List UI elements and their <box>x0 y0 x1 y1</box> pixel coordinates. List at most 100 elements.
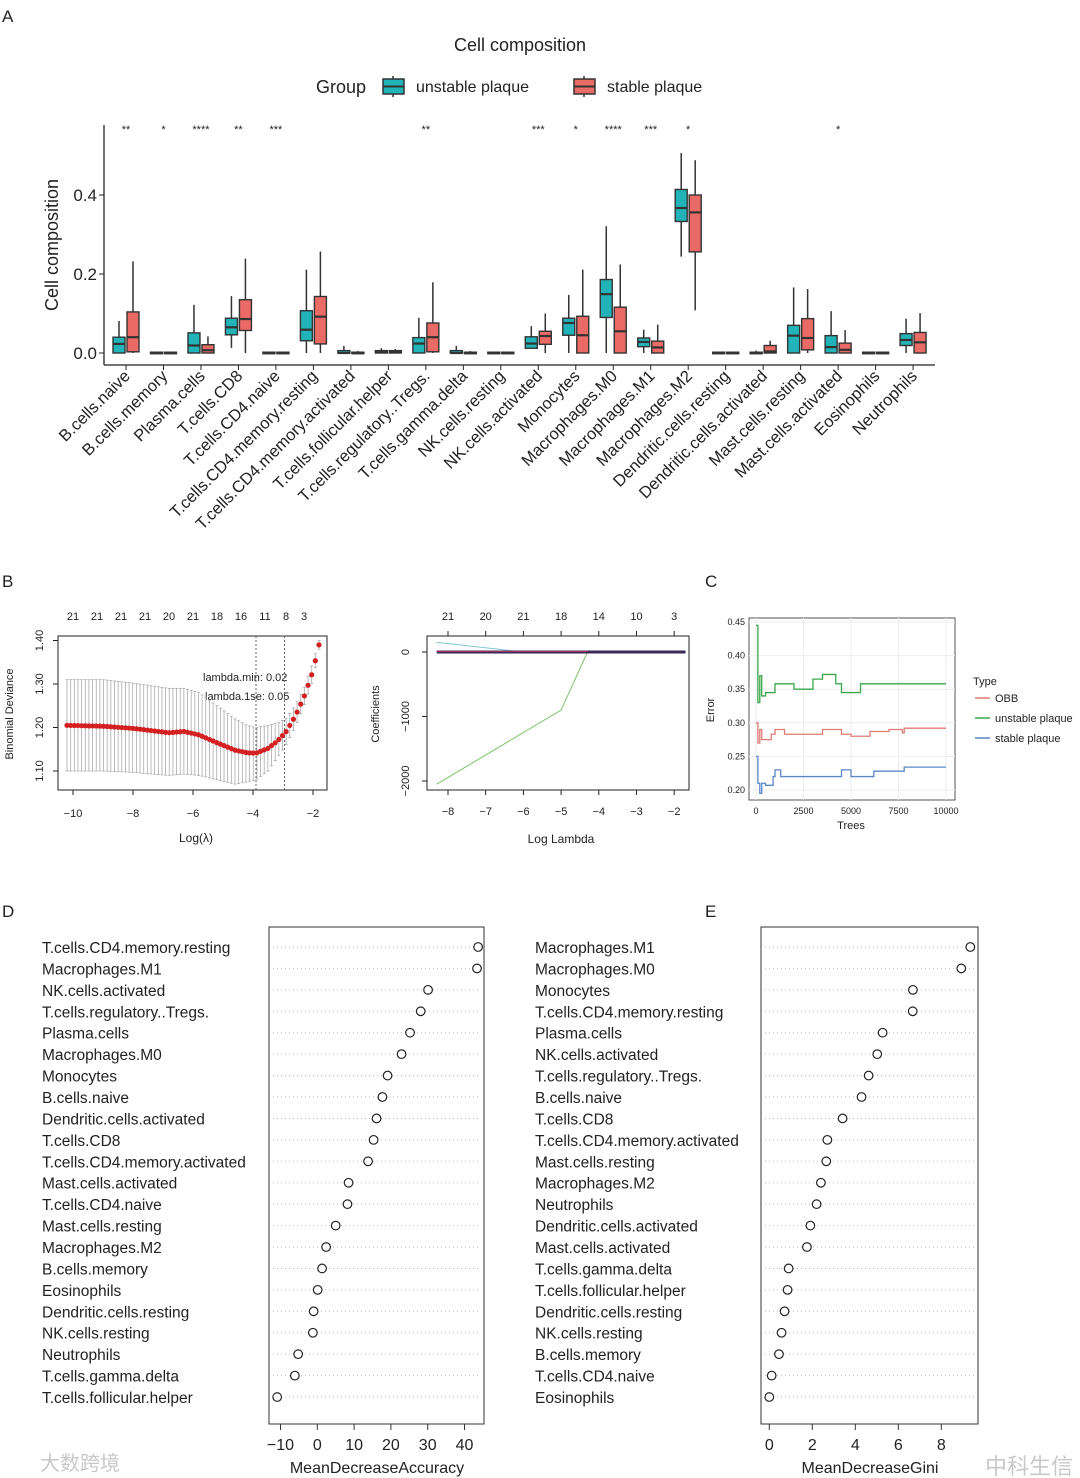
accuracy-label: Macrophages.M1 <box>42 961 162 978</box>
gini-label: Mast.cells.resting <box>535 1154 655 1171</box>
gini-label: Dendritic.cells.resting <box>535 1304 682 1321</box>
top-tick-label: 21 <box>115 611 127 623</box>
panel-d-xlabel: MeanDecreaseAccuracy <box>290 1460 464 1477</box>
panel-c-ylabel: Error <box>705 697 717 722</box>
deviance-point <box>298 701 304 707</box>
deviance-point <box>279 732 286 739</box>
top-tick-label: 18 <box>211 611 223 623</box>
deviance-point <box>64 722 70 728</box>
deviance-point <box>294 709 300 715</box>
significance-label: *** <box>269 124 283 136</box>
panel-b-left-xlabel: Log(λ) <box>179 831 213 845</box>
top-tick-label: 21 <box>67 611 79 623</box>
significance-label: ** <box>234 124 243 136</box>
gini-label: NK.cells.activated <box>535 1047 658 1064</box>
gini-point <box>764 1392 775 1402</box>
accuracy-label: T.cells.regulatory..Tregs. <box>42 1004 209 1021</box>
significance-label: **** <box>192 124 210 136</box>
accuracy-point <box>342 1199 353 1210</box>
panel-c-legend-title: Type <box>973 676 997 688</box>
top-tick-label: 11 <box>259 611 270 623</box>
panel-a-title: Cell composition <box>454 35 586 55</box>
x-tick-label: −5 <box>555 806 568 818</box>
box-stable <box>238 298 253 332</box>
deviance-point <box>268 743 275 749</box>
gini-label: Neutrophils <box>535 1197 614 1214</box>
panel-b-left-ylabel: Binomial Deviance <box>4 668 16 759</box>
gini-point <box>856 1092 867 1102</box>
accuracy-point <box>423 984 433 995</box>
x-tick-label: −10 <box>64 808 83 820</box>
deviance-point <box>89 723 96 729</box>
gini-label: Macrophages.M2 <box>535 1176 655 1193</box>
top-tick-label: 3 <box>671 611 677 623</box>
lambda-min-annotation: lambda.min: 0.02 <box>203 672 287 684</box>
top-tick-label: 21 <box>517 611 529 623</box>
accuracy-label: T.cells.gamma.delta <box>42 1369 179 1386</box>
gini-point <box>821 1156 832 1167</box>
y-tick-label: 1.30 <box>34 673 46 694</box>
gini-point <box>877 1027 888 1038</box>
deviance-point <box>86 723 92 729</box>
gini-point <box>805 1220 816 1231</box>
x-tick-label: −6 <box>187 808 200 820</box>
gini-point <box>908 984 918 995</box>
box-unstable <box>674 188 688 223</box>
error-line-unstable <box>756 624 946 704</box>
accuracy-label: Dendritic.cells.activated <box>42 1111 205 1128</box>
legend-label-stable: stable plaque <box>607 79 702 96</box>
top-tick-label: 18 <box>555 611 567 623</box>
top-tick-label: 21 <box>139 611 151 623</box>
gini-label: B.cells.naive <box>535 1090 622 1107</box>
x-tick-label: 0 <box>765 1437 774 1454</box>
accuracy-label: Mast.cells.resting <box>42 1219 162 1236</box>
deviance-point <box>305 682 311 688</box>
gini-label: T.cells.gamma.delta <box>535 1261 672 1278</box>
gini-point <box>965 942 976 952</box>
box-unstable <box>562 317 576 336</box>
accuracy-point <box>289 1370 300 1381</box>
x-tick-label: −8 <box>127 808 140 820</box>
deviance-point <box>316 642 322 648</box>
panel-letter-b: B <box>2 572 13 591</box>
gini-label: B.cells.memory <box>535 1347 641 1364</box>
gini-label: T.cells.CD4.memory.resting <box>535 1004 723 1021</box>
deviance-point <box>276 736 282 743</box>
panel-letter-d: D <box>2 902 14 921</box>
top-tick-label: 20 <box>163 611 175 623</box>
box-stable <box>838 342 852 354</box>
deviance-point <box>79 723 85 729</box>
deviance-point <box>71 722 77 729</box>
gini-label: T.cells.CD8 <box>535 1111 613 1128</box>
top-tick-label: 14 <box>593 611 605 623</box>
accuracy-point <box>371 1113 382 1124</box>
accuracy-label: T.cells.CD4.naive <box>42 1197 162 1214</box>
gini-label: Plasma.cells <box>535 1026 622 1043</box>
x-tick-label: 40 <box>456 1437 474 1454</box>
x-tick-label: 4 <box>851 1437 860 1454</box>
accuracy-point <box>377 1092 388 1102</box>
significance-label: ** <box>122 124 131 136</box>
box-stable <box>126 311 140 353</box>
y-tick-label: −2000 <box>400 766 412 797</box>
panel-c-plot: 0 2500 5000 7500 10000 0.20 0.25 0.30 0.35 0.40 0.… <box>727 617 1072 816</box>
gini-label: Macrophages.M0 <box>535 961 655 978</box>
box-stable <box>538 330 552 346</box>
accuracy-label: T.cells.CD4.memory.activated <box>42 1154 246 1171</box>
gini-point <box>811 1199 822 1210</box>
legend-title: Group <box>316 77 366 97</box>
accuracy-point <box>405 1027 415 1038</box>
accuracy-point <box>312 1284 323 1295</box>
box-stable <box>201 344 215 354</box>
y-tick-label: 0.2 <box>73 265 97 284</box>
x-tick-label: −4 <box>247 808 260 820</box>
accuracy-point <box>317 1263 327 1274</box>
gini-label: Dendritic.cells.activated <box>535 1219 698 1236</box>
deviance-point <box>97 723 103 729</box>
x-tick-label: −2 <box>307 808 320 820</box>
deviance-point <box>312 658 318 664</box>
accuracy-label: Eosinophils <box>42 1283 122 1300</box>
accuracy-label: Mast.cells.activated <box>42 1176 177 1193</box>
gini-point <box>816 1177 826 1188</box>
x-tick-label: 10000 <box>933 806 958 816</box>
